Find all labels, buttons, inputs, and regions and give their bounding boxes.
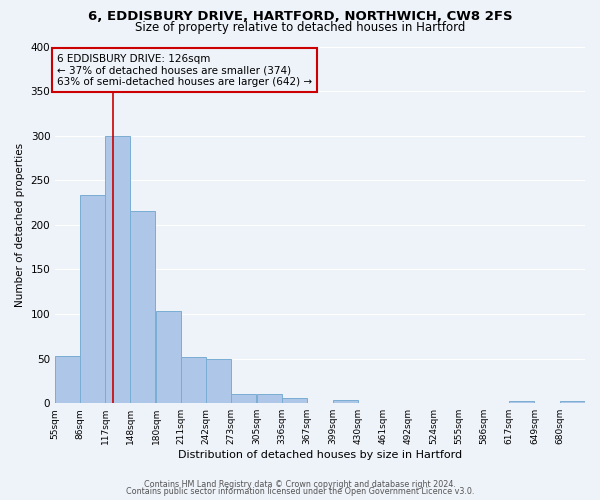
Bar — [333, 400, 358, 403]
Bar — [156, 312, 181, 403]
X-axis label: Distribution of detached houses by size in Hartford: Distribution of detached houses by size … — [178, 450, 462, 460]
Bar — [130, 212, 155, 403]
Text: Size of property relative to detached houses in Hartford: Size of property relative to detached ho… — [135, 21, 465, 34]
Bar — [257, 394, 282, 403]
Bar — [181, 357, 206, 403]
Bar — [560, 400, 585, 403]
Text: Contains public sector information licensed under the Open Government Licence v3: Contains public sector information licen… — [126, 487, 474, 496]
Text: 6, EDDISBURY DRIVE, HARTFORD, NORTHWICH, CW8 2FS: 6, EDDISBURY DRIVE, HARTFORD, NORTHWICH,… — [88, 10, 512, 23]
Bar — [282, 398, 307, 403]
Bar — [231, 394, 256, 403]
Text: 6 EDDISBURY DRIVE: 126sqm
← 37% of detached houses are smaller (374)
63% of semi: 6 EDDISBURY DRIVE: 126sqm ← 37% of detac… — [57, 54, 312, 87]
Bar — [55, 356, 80, 403]
Bar — [80, 196, 105, 403]
Bar — [206, 358, 231, 403]
Text: Contains HM Land Registry data © Crown copyright and database right 2024.: Contains HM Land Registry data © Crown c… — [144, 480, 456, 489]
Y-axis label: Number of detached properties: Number of detached properties — [15, 143, 25, 307]
Bar — [105, 136, 130, 403]
Bar — [509, 400, 534, 403]
